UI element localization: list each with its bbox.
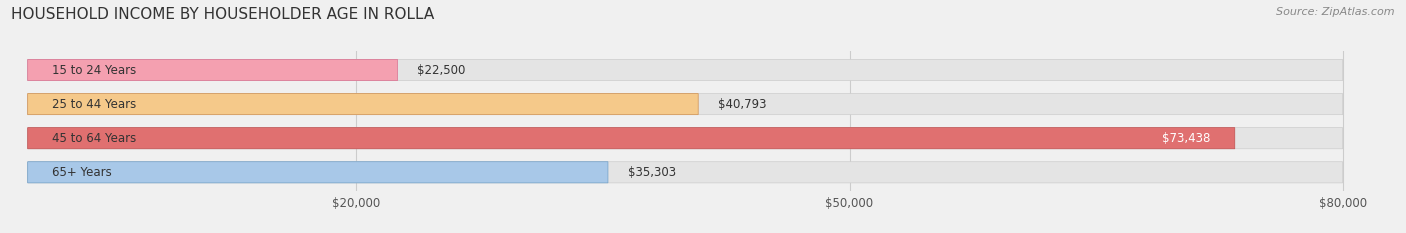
FancyBboxPatch shape: [28, 93, 1343, 115]
FancyBboxPatch shape: [28, 59, 1343, 81]
Text: $73,438: $73,438: [1161, 132, 1211, 145]
Text: Source: ZipAtlas.com: Source: ZipAtlas.com: [1277, 7, 1395, 17]
FancyBboxPatch shape: [28, 162, 607, 183]
FancyBboxPatch shape: [28, 128, 1234, 149]
FancyBboxPatch shape: [28, 93, 699, 115]
Text: $35,303: $35,303: [627, 166, 676, 179]
Text: $40,793: $40,793: [718, 98, 766, 111]
Text: 45 to 64 Years: 45 to 64 Years: [52, 132, 136, 145]
Text: 65+ Years: 65+ Years: [52, 166, 112, 179]
Text: 15 to 24 Years: 15 to 24 Years: [52, 64, 136, 76]
Text: HOUSEHOLD INCOME BY HOUSEHOLDER AGE IN ROLLA: HOUSEHOLD INCOME BY HOUSEHOLDER AGE IN R…: [11, 7, 434, 22]
FancyBboxPatch shape: [28, 128, 1343, 149]
Text: $22,500: $22,500: [418, 64, 465, 76]
FancyBboxPatch shape: [28, 59, 398, 81]
FancyBboxPatch shape: [28, 162, 1343, 183]
Text: 25 to 44 Years: 25 to 44 Years: [52, 98, 136, 111]
